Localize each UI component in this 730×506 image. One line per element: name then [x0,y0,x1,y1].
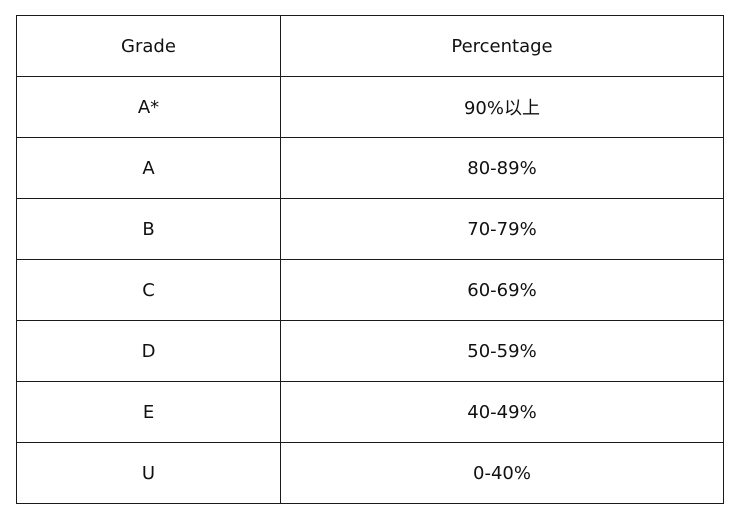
table-row: D 50-59% [16,320,724,382]
percentage-cell: 0-40% [280,442,724,504]
table-row: C 60-69% [16,259,724,321]
grade-cell: D [16,320,281,382]
table-row: E 40-49% [16,381,724,443]
table-row: A* 90%以上 [16,76,724,138]
grade-cell: C [16,259,281,321]
grade-cell: A [16,137,281,199]
grade-cell: A* [16,76,281,138]
header-grade: Grade [16,15,281,77]
percentage-cell: 70-79% [280,198,724,260]
grade-cell: E [16,381,281,443]
grade-cell: U [16,442,281,504]
header-percentage: Percentage [280,15,724,77]
percentage-cell: 80-89% [280,137,724,199]
grade-cell: B [16,198,281,260]
percentage-cell: 90%以上 [280,76,724,138]
grade-table: Grade Percentage A* 90%以上 A 80-89% B 70-… [16,15,724,504]
table-row: B 70-79% [16,198,724,260]
header-row: Grade Percentage [16,15,724,77]
table-row: U 0-40% [16,442,724,504]
table-row: A 80-89% [16,137,724,199]
percentage-cell: 40-49% [280,381,724,443]
percentage-cell: 60-69% [280,259,724,321]
percentage-cell: 50-59% [280,320,724,382]
